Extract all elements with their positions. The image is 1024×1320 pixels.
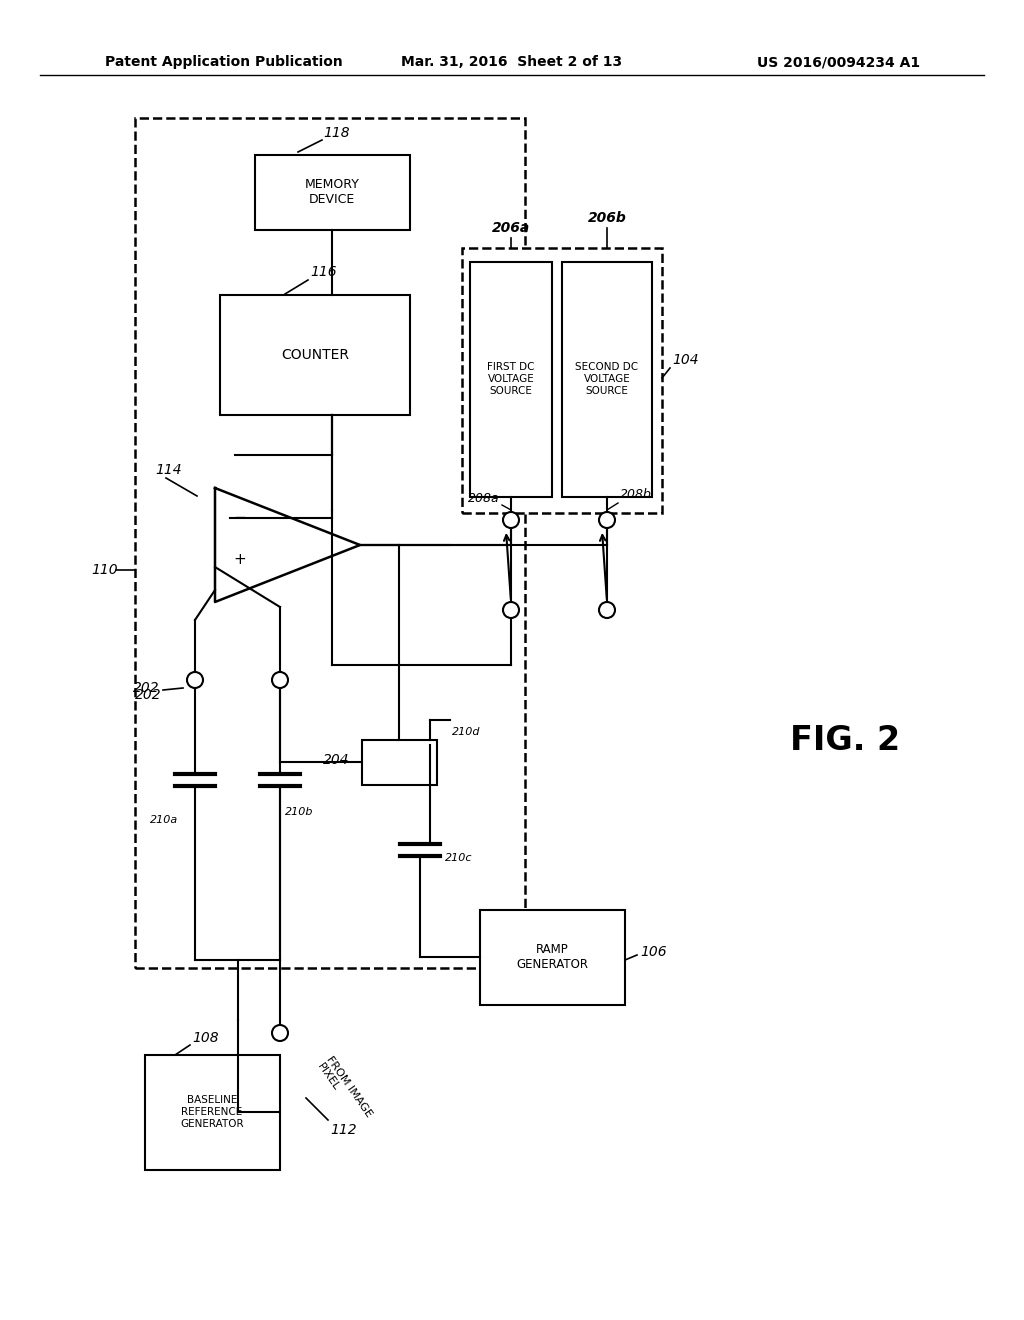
Circle shape bbox=[187, 672, 203, 688]
Text: +: + bbox=[233, 553, 247, 568]
Text: 202: 202 bbox=[135, 688, 162, 702]
Text: 206b: 206b bbox=[588, 211, 627, 224]
Text: 114: 114 bbox=[155, 463, 181, 477]
Text: SECOND DC
VOLTAGE
SOURCE: SECOND DC VOLTAGE SOURCE bbox=[575, 363, 639, 396]
Text: FROM IMAGE
PIXEL: FROM IMAGE PIXEL bbox=[315, 1055, 374, 1126]
Text: 104: 104 bbox=[672, 352, 698, 367]
Text: 204: 204 bbox=[324, 752, 350, 767]
Text: 112: 112 bbox=[330, 1123, 356, 1137]
Text: COUNTER: COUNTER bbox=[281, 348, 349, 362]
Text: US 2016/0094234 A1: US 2016/0094234 A1 bbox=[757, 55, 920, 69]
Text: 106: 106 bbox=[640, 945, 667, 960]
Text: 118: 118 bbox=[323, 125, 349, 140]
Text: RAMP
GENERATOR: RAMP GENERATOR bbox=[516, 942, 588, 972]
Circle shape bbox=[272, 672, 288, 688]
Bar bbox=[145, 1055, 280, 1170]
Text: 210c: 210c bbox=[445, 853, 472, 863]
Text: 202: 202 bbox=[133, 681, 160, 696]
Circle shape bbox=[503, 512, 519, 528]
Text: Patent Application Publication: Patent Application Publication bbox=[105, 55, 343, 69]
Bar bbox=[480, 909, 625, 1005]
Text: 110: 110 bbox=[92, 564, 119, 577]
Bar bbox=[562, 261, 652, 498]
Circle shape bbox=[599, 512, 615, 528]
Circle shape bbox=[503, 602, 519, 618]
Circle shape bbox=[272, 1026, 288, 1041]
Text: 108: 108 bbox=[193, 1031, 219, 1045]
Bar bbox=[362, 741, 437, 785]
Text: −: − bbox=[233, 511, 247, 525]
Text: 208a: 208a bbox=[468, 491, 500, 504]
Text: MEMORY
DEVICE: MEMORY DEVICE bbox=[304, 178, 359, 206]
Bar bbox=[220, 294, 410, 414]
Circle shape bbox=[599, 602, 615, 618]
Bar bbox=[462, 248, 662, 513]
Text: 210b: 210b bbox=[285, 807, 313, 817]
Text: 116: 116 bbox=[310, 265, 337, 279]
Text: 210d: 210d bbox=[452, 727, 480, 737]
Bar bbox=[255, 154, 410, 230]
Text: 210a: 210a bbox=[150, 814, 178, 825]
Bar bbox=[470, 261, 552, 498]
Text: 208b: 208b bbox=[620, 488, 652, 502]
Text: BASELINE
REFERENCE
GENERATOR: BASELINE REFERENCE GENERATOR bbox=[180, 1096, 244, 1129]
Text: 206a: 206a bbox=[492, 220, 530, 235]
Bar bbox=[135, 117, 525, 968]
Text: FIRST DC
VOLTAGE
SOURCE: FIRST DC VOLTAGE SOURCE bbox=[487, 363, 535, 396]
Text: FIG. 2: FIG. 2 bbox=[790, 723, 900, 756]
Text: Mar. 31, 2016  Sheet 2 of 13: Mar. 31, 2016 Sheet 2 of 13 bbox=[401, 55, 623, 69]
